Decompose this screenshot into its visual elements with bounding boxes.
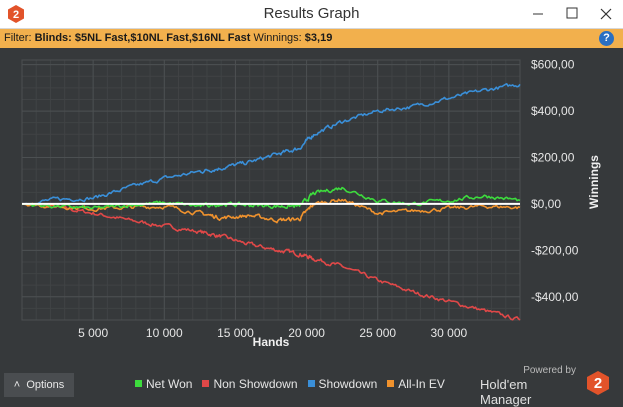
- series-line-all-in-ev: [21, 198, 521, 224]
- legend-item-net-won: Net Won: [135, 377, 192, 391]
- legend-swatch: [202, 380, 210, 387]
- y-tick-label: -$200,00: [531, 243, 579, 257]
- title-bar: 2 Results Graph: [0, 0, 623, 29]
- powered-by-label: Powered by: [523, 365, 576, 376]
- legend-item-non-showdown: Non Showdown: [202, 377, 298, 391]
- series-line-non-showdown: [21, 203, 521, 321]
- svg-text:2: 2: [13, 9, 19, 21]
- series-line-showdown: [21, 82, 521, 206]
- help-icon[interactable]: ?: [599, 31, 614, 46]
- x-tick-label: 25 000: [359, 326, 396, 340]
- legend-swatch: [307, 380, 315, 387]
- y-axis-label: Winnings: [587, 155, 601, 209]
- y-tick-label: $400,00: [531, 104, 575, 118]
- brand-block: Powered by Hold'em Manager 2: [480, 365, 620, 407]
- app-logo-icon: 2: [8, 5, 24, 23]
- legend-item-showdown: Showdown: [307, 377, 378, 391]
- x-tick-label: 5 000: [78, 326, 108, 340]
- x-axis-label: Hands: [253, 335, 290, 349]
- filter-summary: Filter: Blinds: $5NL Fast,$10NL Fast,$16…: [4, 32, 333, 44]
- options-button[interactable]: ˄ Options: [4, 373, 74, 397]
- close-icon[interactable]: [589, 0, 623, 28]
- chart-legend: Net Won Non Showdown Showdown All-In EV: [135, 377, 455, 391]
- legend-label: All-In EV: [398, 377, 445, 391]
- legend-swatch: [387, 380, 395, 387]
- legend-item-all-in-ev: All-In EV: [387, 377, 445, 391]
- filter-blinds-label: Blinds:: [34, 32, 72, 44]
- series-line-net-won: [21, 186, 521, 210]
- y-tick-label: $0,00: [531, 197, 561, 211]
- filter-bar: Filter: Blinds: $5NL Fast,$10NL Fast,$16…: [0, 29, 623, 48]
- window-title: Results Graph: [263, 5, 360, 22]
- chevron-up-icon: ˄: [13, 379, 21, 391]
- filter-winnings-value: $3,19: [304, 32, 333, 44]
- y-tick-label: $200,00: [531, 151, 575, 165]
- legend-label: Non Showdown: [213, 377, 298, 391]
- legend-label: Showdown: [318, 377, 378, 391]
- svg-text:2: 2: [594, 375, 602, 392]
- y-tick-label: $600,00: [531, 58, 575, 72]
- legend-swatch: [135, 380, 142, 387]
- maximize-icon[interactable]: [555, 0, 589, 28]
- x-tick-label: 30 000: [431, 326, 468, 340]
- filter-blinds-value: $5NL Fast,$10NL Fast,$16NL Fast: [74, 32, 251, 44]
- minimize-icon[interactable]: [521, 0, 555, 28]
- filter-winnings-label: Winnings:: [253, 32, 302, 44]
- x-tick-label: 20 000: [288, 326, 325, 340]
- x-tick-label: 10 000: [146, 326, 183, 340]
- results-chart: 5 000 10 000 15 000 20 000 25 000 30 000 $600…: [21, 58, 601, 349]
- hem-logo-icon: 2: [587, 371, 609, 395]
- legend-label: Net Won: [146, 377, 193, 391]
- y-tick-label: -$400,00: [531, 290, 579, 304]
- options-label: Options: [26, 379, 65, 391]
- x-tick-label: 15 000: [217, 326, 254, 340]
